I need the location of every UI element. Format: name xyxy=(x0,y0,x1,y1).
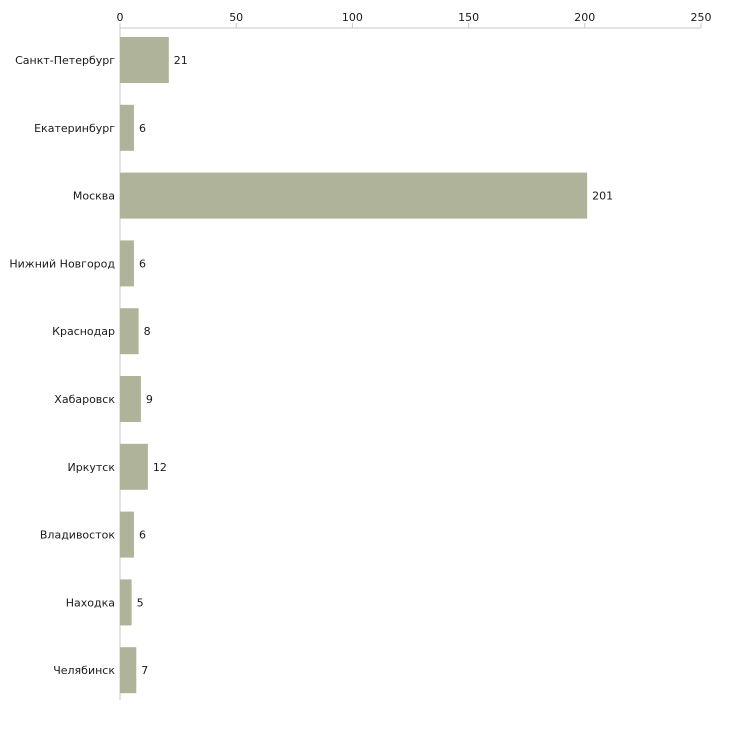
bar-6 xyxy=(120,376,141,422)
x-tick-label-50: 50 xyxy=(229,11,243,24)
x-tick-label-100: 100 xyxy=(342,11,363,24)
category-label-6: Хабаровск xyxy=(54,393,115,406)
value-label-10: 7 xyxy=(141,664,148,677)
value-label-2: 6 xyxy=(139,122,146,135)
category-label-9: Находка xyxy=(66,596,115,609)
bar-7 xyxy=(120,443,148,490)
category-label-2: Екатеринбург xyxy=(34,122,115,135)
bar-2 xyxy=(120,104,134,151)
category-label-3: Москва xyxy=(73,190,115,203)
x-tick-label-150: 150 xyxy=(458,11,479,24)
category-label-5: Краснодар xyxy=(52,325,115,338)
value-label-1: 21 xyxy=(174,54,188,67)
value-label-6: 9 xyxy=(146,393,153,406)
x-tick-label-200: 200 xyxy=(574,11,595,24)
bar-5 xyxy=(120,308,139,355)
x-tick-label-250: 250 xyxy=(691,11,712,24)
bar-9 xyxy=(120,579,132,626)
value-label-9: 5 xyxy=(137,596,144,609)
bar-3 xyxy=(120,172,588,219)
category-label-4: Нижний Новгород xyxy=(9,257,115,270)
value-label-8: 6 xyxy=(139,529,146,542)
x-tick-label-0: 0 xyxy=(117,11,124,24)
bar-10 xyxy=(120,647,137,694)
value-label-3: 201 xyxy=(592,190,613,203)
bar-4 xyxy=(120,240,134,287)
bar-1 xyxy=(120,37,169,83)
value-label-7: 12 xyxy=(153,461,167,474)
category-label-8: Владивосток xyxy=(40,529,115,542)
category-label-10: Челябинск xyxy=(53,664,115,677)
value-label-4: 6 xyxy=(139,257,146,270)
value-label-5: 8 xyxy=(144,325,151,338)
bar-8 xyxy=(120,511,134,558)
category-label-1: Санкт-Петербург xyxy=(15,54,115,67)
category-label-7: Иркутск xyxy=(68,461,116,474)
